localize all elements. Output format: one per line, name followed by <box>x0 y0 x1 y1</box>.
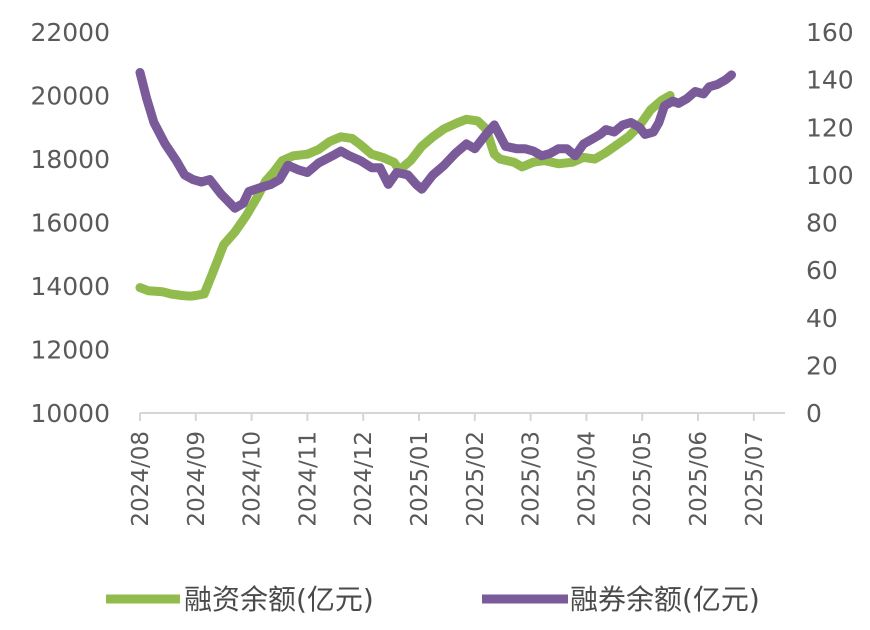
x-tick-label: 2024/10 <box>240 431 266 527</box>
right-y-tick-label: 100 <box>806 161 854 190</box>
left-y-tick-label: 16000 <box>30 209 110 238</box>
left-y-axis-labels: 22000 20000 18000 16000 14000 12000 10000 <box>30 18 110 428</box>
right-y-tick-label: 40 <box>806 304 838 333</box>
left-y-tick-label: 20000 <box>30 82 110 111</box>
left-y-tick-label: 14000 <box>30 272 110 301</box>
right-y-tick-label: 80 <box>806 209 838 238</box>
right-y-tick-label: 140 <box>806 66 854 95</box>
x-tick-label: 2025/05 <box>630 431 656 527</box>
right-y-tick-label: 20 <box>806 351 838 380</box>
margin-financing-line <box>135 91 675 301</box>
x-tick-label: 2025/03 <box>519 431 545 527</box>
legend-label-securities-lending: 融券余额(亿元) <box>570 583 760 616</box>
right-y-tick-label: 120 <box>806 113 854 142</box>
right-y-axis-labels: 160 140 120 100 80 60 40 20 0 <box>806 18 854 428</box>
right-y-tick-label: 60 <box>806 256 838 285</box>
left-y-tick-label: 10000 <box>30 399 110 428</box>
right-y-tick-label: 160 <box>806 18 854 47</box>
x-tick-label: 2024/08 <box>128 431 154 527</box>
legend-label-margin-financing: 融资余额(亿元) <box>184 583 374 616</box>
x-tick-label: 2024/11 <box>295 431 321 527</box>
x-axis-labels: 2024/08 2024/09 2024/10 2024/11 2024/12 2025/… <box>128 431 768 527</box>
x-tick-label: 2024/12 <box>351 431 377 527</box>
x-tick-label: 2025/06 <box>686 431 712 527</box>
x-axis-tick-marks <box>139 413 755 421</box>
x-tick-label: 2025/07 <box>742 431 768 527</box>
x-tick-label: 2025/01 <box>407 431 433 527</box>
left-y-tick-label: 12000 <box>30 336 110 365</box>
plot-area <box>135 68 785 421</box>
securities-lending-line <box>135 68 736 213</box>
x-tick-label: 2024/09 <box>184 431 210 527</box>
left-y-tick-label: 22000 <box>30 18 110 47</box>
left-y-tick-label: 18000 <box>30 145 110 174</box>
x-tick-label: 2025/04 <box>574 431 600 527</box>
legend: 融资余额(亿元) 融券余额(亿元) <box>106 583 760 616</box>
x-tick-label: 2025/02 <box>463 431 489 527</box>
right-y-tick-label: 0 <box>806 399 822 428</box>
